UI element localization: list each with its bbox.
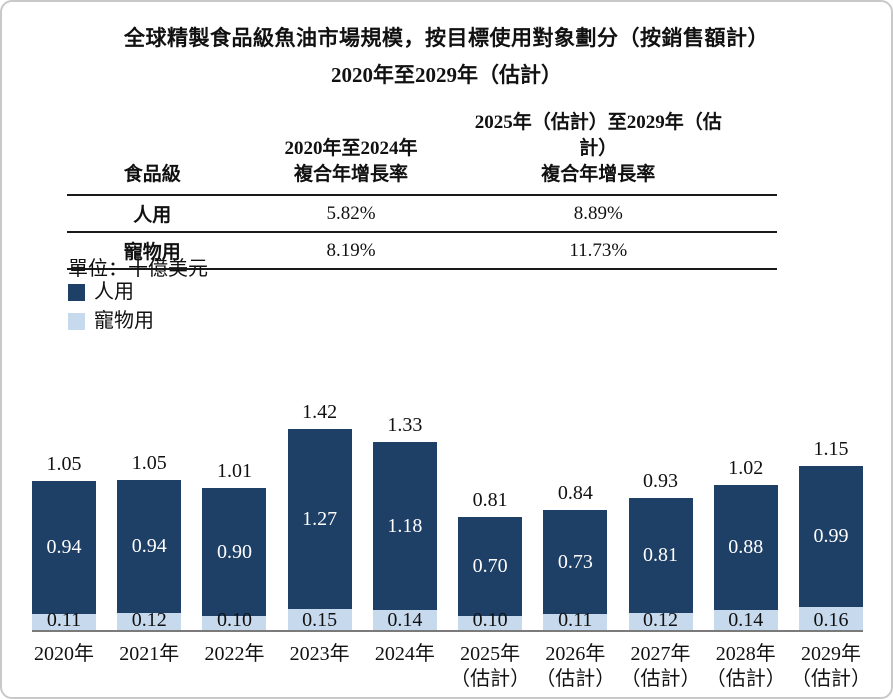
human-segment: 0.70 xyxy=(458,517,523,616)
total-value-label: 1.01 xyxy=(216,460,252,482)
x-axis-label: 2027年 （估計） xyxy=(620,643,701,690)
bar-group: 1.42 1.27 0.15 2023年 xyxy=(287,401,352,665)
x-axis-label: 2024年 xyxy=(374,643,435,665)
legend-label: 人用 xyxy=(94,281,134,303)
chart-legend: 人用 寵物用 xyxy=(68,281,154,341)
row-cagr-2025-2029: 11.73% xyxy=(569,239,628,261)
human-segment: 0.99 xyxy=(798,466,863,607)
human-value-label: 0.81 xyxy=(643,544,679,566)
row-label: 人用 xyxy=(133,205,172,226)
pet-segment xyxy=(628,613,693,630)
pet-segment xyxy=(713,610,778,630)
human-segment: 0.94 xyxy=(32,481,96,614)
pet-segment xyxy=(458,616,523,630)
pet-value-label: 0.12 xyxy=(643,609,679,631)
cagr-table: 食品級 2020年至2024年 複合年增長率 2025年（估計）至2029年（估… xyxy=(67,110,777,270)
header-food-grade: 食品級 xyxy=(123,164,181,185)
pet-value-label: 0.14 xyxy=(728,609,764,631)
pet-segment xyxy=(32,614,96,630)
row-cagr-2020-2024: 8.19% xyxy=(326,239,376,261)
human-segment: 0.94 xyxy=(117,480,182,613)
pet-segment xyxy=(798,607,863,630)
legend-item-human: 人用 xyxy=(68,281,154,303)
pet-segment xyxy=(372,610,437,630)
legend-label: 寵物用 xyxy=(94,310,154,332)
pet-segment xyxy=(287,609,352,630)
bar-group: 0.93 0.81 0.12 2027年 （估計） xyxy=(621,470,701,690)
x-axis-label: 2026年 （估計） xyxy=(535,643,616,690)
total-value-label: 0.81 xyxy=(472,489,508,511)
human-value-label: 1.27 xyxy=(302,507,338,530)
bar-chart: 1.05 0.94 0.11 2020年 1.05 0.94 0.12 2021年 1.01 0.… xyxy=(32,392,871,690)
pet-value-label: 0.12 xyxy=(131,609,167,631)
human-series-swatch xyxy=(68,283,85,301)
page-title: 全球精製食品級魚油市場規模，按目標使用對象劃分（按銷售額計） xyxy=(124,26,769,50)
table-row-pet: 寵物用 8.19% 11.73% xyxy=(67,233,777,270)
unit-label: 單位：十億美元 xyxy=(68,258,208,280)
header-cagr-2020-2024: 2020年至2024年 複合年增長率 xyxy=(284,138,418,185)
bar-group: 1.05 0.94 0.11 2020年 xyxy=(32,453,96,665)
human-value-label: 0.99 xyxy=(813,525,849,547)
pet-segment xyxy=(202,616,267,630)
human-value-label: 0.90 xyxy=(216,540,252,563)
human-segment: 0.88 xyxy=(713,485,778,610)
human-segment: 1.27 xyxy=(287,429,352,609)
pet-value-label: 0.11 xyxy=(46,609,82,631)
header-cagr-2025-2029: 2025年（估計）至2029年（估計） 複合年增長率 xyxy=(474,112,722,185)
legend-item-pet: 寵物用 xyxy=(68,310,154,332)
human-segment: 1.18 xyxy=(372,442,437,610)
bar-group: 1.02 0.88 0.14 2028年 （估計） xyxy=(706,457,786,690)
bar-group: 1.33 1.18 0.14 2024年 xyxy=(372,414,437,665)
row-cagr-2025-2029: 8.89% xyxy=(573,202,623,224)
pet-value-label: 0.15 xyxy=(302,609,338,631)
cagr-table-header: 食品級 2020年至2024年 複合年增長率 2025年（估計）至2029年（估… xyxy=(67,110,777,196)
human-segment: 0.90 xyxy=(202,488,267,616)
pet-value-label: 0.10 xyxy=(472,609,508,631)
total-value-label: 1.05 xyxy=(131,452,167,474)
total-value-label: 1.05 xyxy=(46,453,82,475)
total-value-label: 1.42 xyxy=(302,401,338,423)
human-value-label: 1.18 xyxy=(387,514,423,537)
human-value-label: 0.88 xyxy=(728,536,764,558)
human-segment: 0.81 xyxy=(628,498,693,613)
pet-segment xyxy=(117,613,182,630)
x-axis-label: 2028年 （估計） xyxy=(705,643,786,690)
human-value-label: 0.70 xyxy=(472,555,508,577)
page-subtitle: 2020年至2029年（估計） xyxy=(331,63,562,87)
bar-group: 1.15 0.99 0.16 2029年 （估計） xyxy=(791,438,871,690)
pet-value-label: 0.10 xyxy=(216,609,252,631)
x-axis-label: 2021年 xyxy=(119,643,180,665)
human-segment: 0.73 xyxy=(543,510,608,614)
pet-series-swatch xyxy=(68,312,85,330)
bar-group: 0.81 0.70 0.10 2025年 （估計） xyxy=(450,489,530,690)
human-value-label: 0.73 xyxy=(557,550,593,573)
bar-group: 1.01 0.90 0.10 2022年 xyxy=(202,460,267,665)
total-value-label: 1.02 xyxy=(728,457,764,479)
pet-value-label: 0.11 xyxy=(558,609,593,631)
x-axis-label: 2025年 （估計） xyxy=(450,643,531,690)
x-axis-label: 2023年 xyxy=(289,643,350,665)
total-value-label: 1.33 xyxy=(387,414,423,436)
total-value-label: 1.15 xyxy=(813,438,849,460)
table-row-human: 人用 5.82% 8.89% xyxy=(67,196,777,233)
total-value-label: 0.84 xyxy=(557,482,593,504)
pet-value-label: 0.14 xyxy=(387,609,423,631)
row-label: 寵物用 xyxy=(123,242,181,263)
human-value-label: 0.94 xyxy=(46,536,82,558)
x-axis-label: 2020年 xyxy=(34,643,94,665)
human-value-label: 0.94 xyxy=(131,535,167,557)
pet-segment xyxy=(543,614,608,630)
total-value-label: 0.93 xyxy=(643,470,679,492)
pet-value-label: 0.16 xyxy=(813,609,849,631)
bar-group: 1.05 0.94 0.12 2021年 xyxy=(117,452,182,665)
x-axis-label: 2022年 xyxy=(204,643,265,665)
bar-group: 0.84 0.73 0.11 2026年 （估計） xyxy=(535,482,615,690)
row-cagr-2020-2024: 5.82% xyxy=(326,202,376,224)
x-axis-label: 2029年 （估計） xyxy=(790,643,871,690)
